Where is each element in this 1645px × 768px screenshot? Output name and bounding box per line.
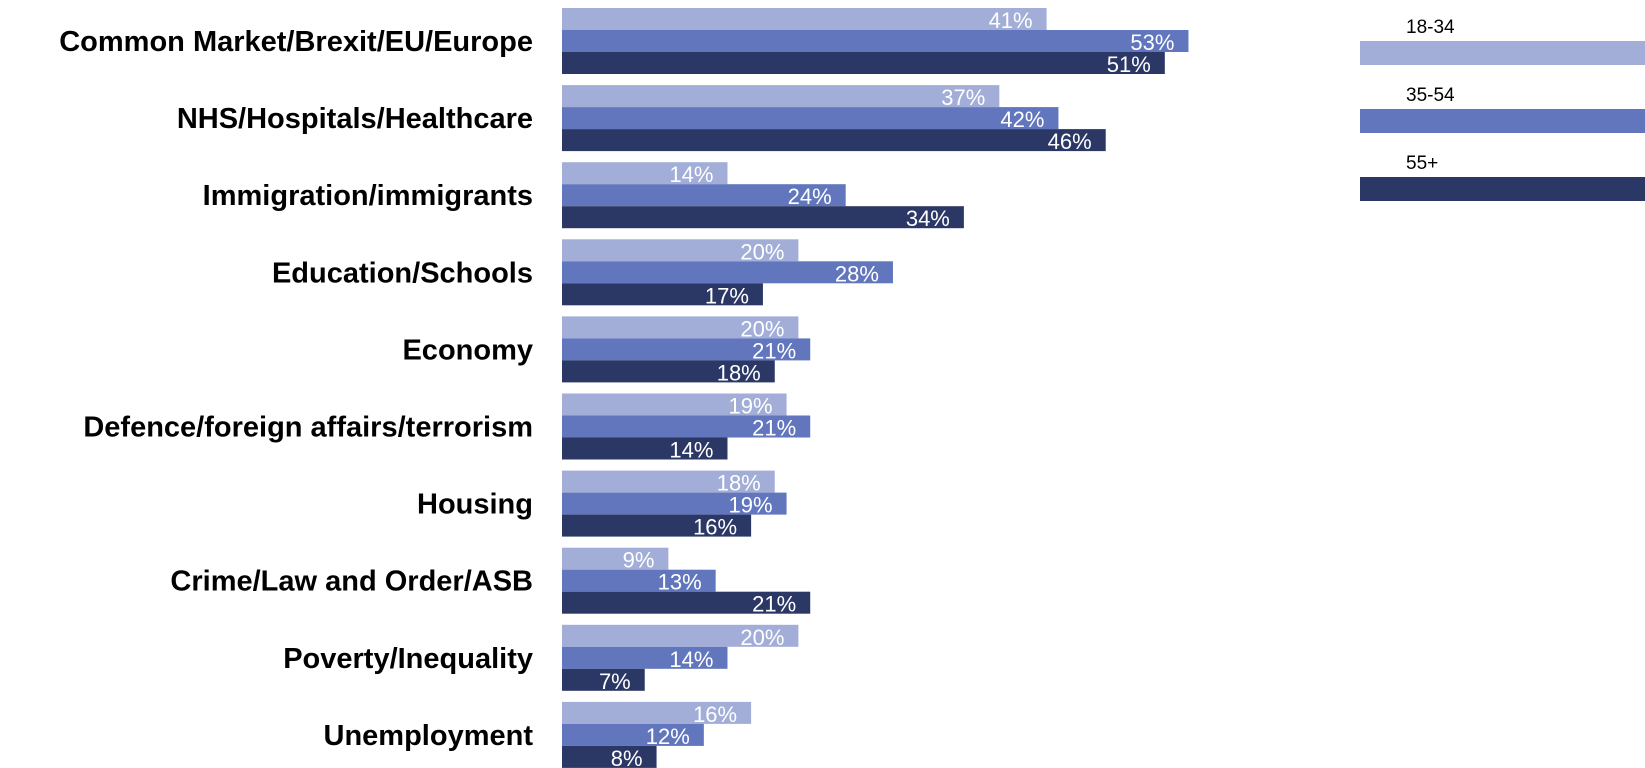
bar: [562, 162, 728, 185]
bars: [562, 8, 1189, 768]
value-label: 46%: [1048, 129, 1092, 154]
value-label: 18%: [717, 360, 761, 385]
bar: [562, 470, 775, 493]
value-label: 14%: [669, 162, 713, 187]
bar: [562, 8, 1047, 30]
legend-swatch: [1360, 41, 1645, 65]
bar: [562, 437, 728, 460]
category-label: Common Market/Brexit/EU/Europe: [59, 26, 533, 58]
category-label: Education/Schools: [272, 257, 533, 289]
bar: [562, 415, 811, 438]
category-label: Housing: [417, 489, 533, 521]
bar: [562, 316, 799, 339]
value-label: 14%: [669, 647, 713, 672]
value-label: 53%: [1130, 30, 1174, 55]
value-label: 21%: [752, 592, 796, 617]
bar: [562, 338, 811, 361]
value-label: 19%: [729, 493, 773, 518]
bar: [562, 360, 775, 383]
bar: [562, 745, 657, 768]
bar: [562, 514, 752, 537]
category-label: Poverty/Inequality: [283, 643, 533, 675]
value-label: 18%: [717, 471, 761, 496]
category-label: Economy: [402, 334, 533, 366]
bar: [562, 239, 799, 262]
bar: [562, 492, 787, 515]
value-label: 20%: [740, 239, 784, 264]
category-labels: Common Market/Brexit/EU/Europe NHS/Hospit…: [59, 26, 533, 752]
bar: [562, 646, 728, 669]
value-label: 20%: [740, 625, 784, 650]
value-label: 8%: [611, 746, 643, 768]
value-labels: 41%53%51%37%42%46%14%24%34%20%28%17%20%2…: [599, 8, 1175, 768]
value-label: 34%: [906, 206, 950, 231]
bar: [562, 569, 716, 592]
value-label: 42%: [1000, 107, 1044, 132]
category-label: NHS/Hospitals/Healthcare: [177, 103, 533, 135]
bar: [562, 701, 752, 724]
value-label: 24%: [788, 184, 832, 209]
value-label: 28%: [835, 261, 879, 286]
value-label: 51%: [1107, 52, 1151, 77]
value-label: 16%: [693, 702, 737, 727]
bar: [562, 393, 787, 416]
category-label: Defence/foreign affairs/terrorism: [83, 412, 533, 444]
bar: [562, 85, 1000, 108]
bar: [562, 723, 704, 746]
legend-label: 35-54: [1406, 85, 1455, 106]
bar: [562, 668, 645, 691]
bar: [562, 206, 964, 229]
value-label: 7%: [599, 669, 631, 694]
legend-swatch: [1360, 109, 1645, 133]
legend-swatch: [1360, 177, 1645, 201]
value-label: 21%: [752, 338, 796, 363]
bar: [562, 283, 763, 306]
legend: 18-34 35-54 55+: [1360, 17, 1645, 201]
legend-label: 18-34: [1406, 17, 1455, 38]
bar: [562, 184, 846, 207]
value-label: 13%: [658, 570, 702, 595]
legend-label: 55+: [1406, 153, 1438, 174]
value-label: 17%: [705, 283, 749, 308]
bar: [562, 107, 1059, 130]
bar: [562, 591, 811, 614]
value-label: 19%: [729, 394, 773, 419]
bar: [562, 547, 669, 570]
bar: [562, 52, 1165, 74]
bar: [562, 30, 1189, 52]
category-label: Crime/Law and Order/ASB: [170, 566, 533, 598]
value-label: 20%: [740, 316, 784, 341]
category-label: Unemployment: [324, 720, 534, 752]
value-label: 16%: [693, 515, 737, 540]
bar: [562, 261, 893, 284]
bar: [562, 129, 1106, 152]
value-label: 37%: [941, 85, 985, 110]
value-label: 41%: [989, 8, 1033, 33]
bar: [562, 624, 799, 647]
value-label: 14%: [669, 438, 713, 463]
category-label: Immigration/immigrants: [203, 180, 533, 212]
value-label: 21%: [752, 416, 796, 441]
value-label: 9%: [623, 548, 655, 573]
value-label: 12%: [646, 724, 690, 749]
